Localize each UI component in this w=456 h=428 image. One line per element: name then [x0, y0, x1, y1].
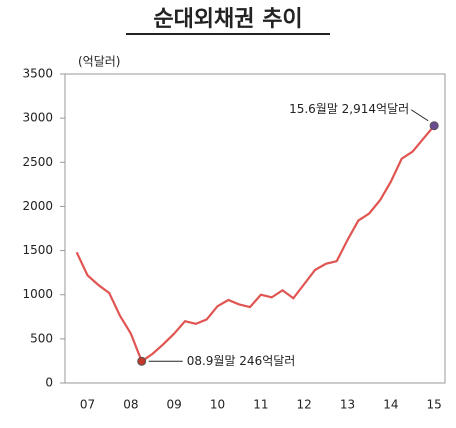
y-tick-label: 3000	[22, 111, 53, 125]
x-tick-label: 15	[427, 398, 442, 412]
x-tick-label: 09	[167, 398, 182, 412]
annotation: 15.6월말 2,914억달러	[289, 102, 409, 116]
highlight-point	[137, 356, 147, 366]
y-tick-label: 2000	[22, 199, 53, 213]
x-tick-label: 14	[383, 398, 398, 412]
annotation-arrow	[410, 109, 429, 122]
x-tick-label: 07	[80, 398, 95, 412]
highlight-point	[429, 121, 439, 131]
y-tick-label: 3500	[22, 67, 53, 81]
y-tick-label: 2500	[22, 155, 53, 169]
y-tick-label: 1500	[22, 243, 53, 257]
line-series	[75, 125, 436, 363]
plot-frame	[64, 73, 446, 384]
chart-title: 순대외채권 추이	[153, 7, 302, 32]
annotation: 08.9월말 246억달러	[187, 354, 296, 368]
x-tick-label: 13	[340, 398, 355, 412]
y-tick-label: 1000	[22, 287, 53, 301]
x-tick-label: 12	[297, 398, 312, 412]
y-tick-label: 500	[30, 331, 53, 345]
y-tick-label: 0	[45, 376, 53, 390]
x-tick-label: 08	[123, 398, 138, 412]
x-tick-label: 10	[210, 398, 225, 412]
x-tick-label: 11	[253, 398, 268, 412]
y-unit: (억달러)	[78, 55, 120, 69]
